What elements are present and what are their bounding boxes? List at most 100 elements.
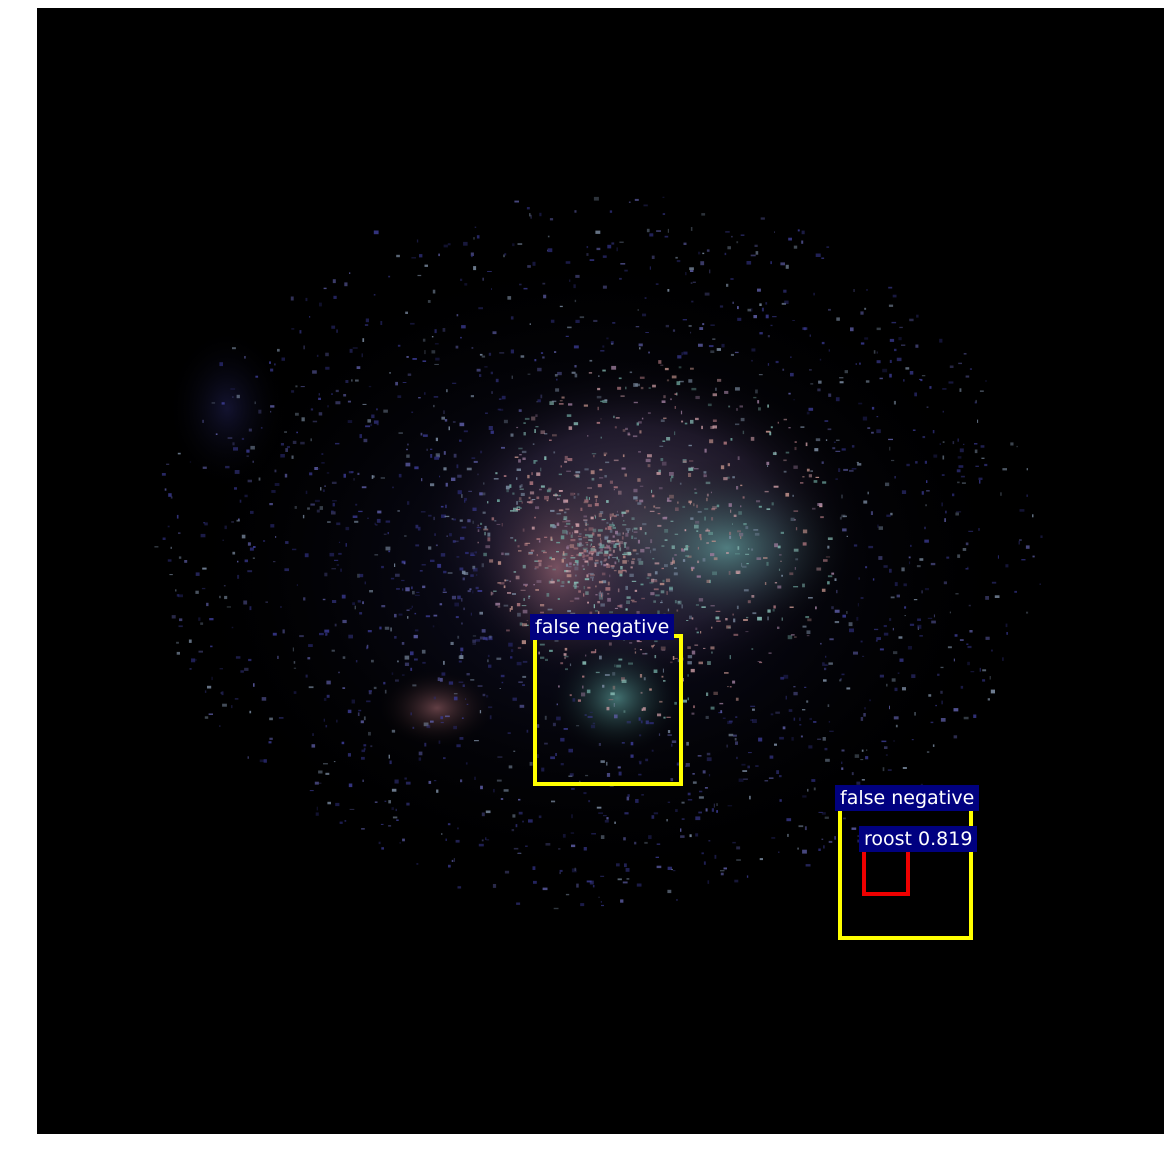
radar-speckle (499, 408, 504, 411)
radar-speckle (639, 734, 642, 737)
radar-speckle (546, 489, 551, 493)
radar-speckle (855, 363, 857, 365)
radar-speckle (470, 252, 474, 256)
radar-speckle (591, 453, 597, 455)
radar-speckle (779, 736, 784, 740)
radar-speckle (271, 490, 276, 493)
radar-speckle (319, 506, 323, 510)
radar-speckle (629, 553, 632, 555)
radar-speckle (384, 800, 387, 802)
radar-speckle (610, 692, 615, 696)
radar-speckle (463, 430, 468, 433)
radar-speckle (757, 400, 760, 404)
radar-speckle (774, 231, 775, 233)
radar-speckle (625, 532, 629, 537)
false-negative-label: false negative (530, 614, 675, 640)
radar-speckle (310, 503, 315, 506)
radar-speckle (814, 448, 819, 452)
radar-speckle (955, 512, 959, 516)
radar-speckle (617, 588, 620, 593)
radar-speckle (727, 246, 731, 250)
radar-speckle (538, 562, 542, 567)
radar-speckle (479, 710, 482, 714)
radar-speckle (842, 614, 846, 618)
radar-speckle (294, 506, 297, 509)
radar-speckle (453, 725, 457, 730)
radar-speckle (460, 336, 462, 339)
radar-speckle (970, 671, 975, 673)
radar-speckle (398, 432, 403, 434)
radar-speckle (401, 674, 405, 676)
radar-speckle (587, 487, 592, 489)
radar-speckle (600, 436, 602, 439)
radar-speckle (949, 365, 954, 368)
radar-speckle (625, 585, 628, 590)
radar-speckle (470, 574, 474, 577)
radar-speckle (361, 486, 367, 489)
radar-speckle (886, 683, 888, 687)
radar-speckle (724, 252, 727, 256)
radar-speckle (405, 462, 411, 467)
radar-speckle (179, 618, 183, 622)
radar-speckle (853, 289, 855, 292)
radar-speckle (178, 556, 182, 559)
radar-speckle (566, 546, 570, 550)
radar-speckle (585, 591, 589, 595)
radar-speckle (672, 329, 676, 332)
radar-speckle (482, 492, 486, 496)
radar-speckle (719, 305, 724, 308)
radar-speckle (410, 712, 412, 716)
radar-speckle (362, 779, 364, 782)
radar-speckle (974, 443, 978, 445)
radar-speckle (351, 699, 355, 704)
radar-speckle (493, 590, 497, 592)
radar-speckle (632, 435, 638, 438)
radar-speckle (681, 801, 685, 804)
radar-speckle (801, 230, 805, 235)
radar-speckle (557, 498, 560, 500)
radar-speckle (674, 600, 677, 604)
radar-speckle (686, 741, 689, 746)
radar-speckle (520, 355, 525, 358)
radar-speckle (572, 698, 576, 702)
radar-speckle (901, 344, 906, 346)
radar-speckle (926, 480, 928, 483)
radar-speckle (394, 636, 397, 639)
radar-speckle (428, 514, 432, 517)
radar-speckle (811, 779, 816, 782)
radar-speckle (501, 446, 505, 449)
radar-speckle (314, 499, 320, 503)
radar-speckle (671, 545, 675, 549)
radar-speckle (677, 501, 679, 504)
radar-speckle (924, 588, 929, 591)
radar-speckle (379, 626, 382, 630)
radar-speckle (681, 818, 685, 820)
radar-speckle (281, 357, 285, 361)
radar-speckle (571, 526, 574, 529)
radar-speckle (321, 453, 324, 455)
radar-speckle (518, 497, 522, 501)
radar-speckle (745, 553, 750, 555)
radar-speckle (513, 571, 517, 573)
radar-speckle (857, 463, 862, 466)
radar-speckle (929, 386, 932, 389)
radar-speckle (824, 816, 829, 819)
radar-speckle (303, 345, 305, 350)
radar-speckle (338, 541, 341, 543)
radar-speckle (525, 542, 531, 544)
radar-speckle (563, 499, 569, 503)
radar-speckle (481, 629, 486, 633)
radar-speckle (819, 358, 822, 361)
radar-speckle (499, 352, 505, 354)
radar-speckle (853, 651, 858, 655)
radar-speckle (462, 684, 465, 687)
radar-speckle (504, 253, 507, 256)
radar-speckle (705, 808, 708, 812)
radar-speckle (597, 529, 603, 532)
radar-speckle (164, 488, 167, 491)
radar-speckle (529, 491, 535, 495)
radar-speckle (411, 605, 413, 608)
radar-speckle (687, 646, 691, 649)
radar-speckle (905, 367, 910, 370)
radar-speckle (443, 410, 445, 414)
